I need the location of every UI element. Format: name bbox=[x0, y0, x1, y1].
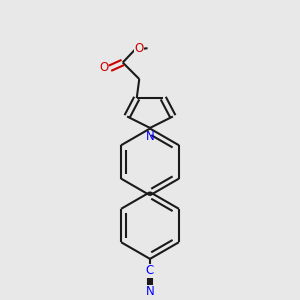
Text: N: N bbox=[146, 285, 154, 298]
Text: N: N bbox=[146, 130, 154, 142]
Text: O: O bbox=[134, 42, 144, 55]
Text: C: C bbox=[146, 264, 154, 277]
Text: O: O bbox=[99, 61, 108, 74]
